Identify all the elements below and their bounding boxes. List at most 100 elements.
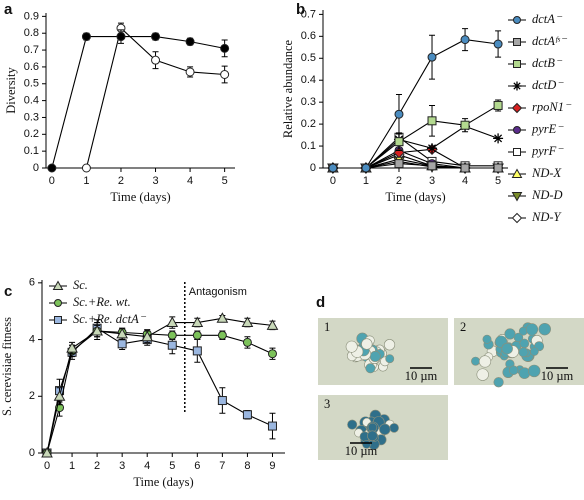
- series-line: [51, 36, 225, 169]
- x-tick-label: 5: [495, 175, 501, 187]
- marker: [460, 35, 470, 45]
- cell: [482, 334, 492, 344]
- marker: [493, 163, 503, 173]
- x-tick-label: 3: [429, 175, 435, 187]
- marker: [81, 163, 91, 173]
- cell: [478, 355, 492, 368]
- cell: [501, 342, 513, 355]
- legend-item: pyrE⁻: [508, 122, 564, 136]
- y-tick-label: 0: [310, 162, 316, 174]
- y-tick-label: 0.1: [301, 140, 316, 152]
- x-tick-label: 5: [169, 460, 175, 472]
- marker: [267, 421, 277, 431]
- y-tick-label: 6: [29, 277, 35, 289]
- cell: [527, 364, 541, 378]
- image-label: 3: [324, 397, 330, 411]
- cell: [367, 422, 378, 433]
- marker: [41, 446, 53, 458]
- legend-label: dctA⁻: [532, 12, 563, 26]
- marker: [216, 312, 229, 323]
- legend-marker: [512, 81, 522, 91]
- marker: [328, 163, 338, 173]
- marker: [242, 337, 252, 347]
- marker: [141, 330, 154, 342]
- x-tick-label: 1: [69, 460, 75, 472]
- x-tick-label: 0: [330, 175, 336, 187]
- y-tick-label: 0.7: [24, 44, 39, 56]
- marker: [185, 37, 195, 47]
- marker: [116, 32, 126, 42]
- marker: [394, 109, 404, 119]
- cell: [383, 339, 396, 351]
- marker: [241, 316, 254, 328]
- cell: [361, 338, 373, 350]
- cell: [525, 323, 539, 336]
- y-tick-label: 0: [33, 162, 39, 174]
- legend-marker: [52, 280, 64, 290]
- image-label: 2: [460, 320, 466, 334]
- legend-marker: [513, 60, 521, 68]
- marker: [493, 100, 503, 110]
- scale-label: 10 µm: [345, 444, 378, 458]
- legend-item: dctD⁻: [508, 78, 564, 92]
- micrograph: 1 10 µm: [318, 318, 448, 385]
- y-tick-label: 0.6: [301, 30, 316, 42]
- cell: [365, 363, 376, 374]
- cell: [476, 368, 489, 381]
- marker: [91, 325, 103, 336]
- legend-marker: [511, 102, 523, 114]
- legend-label: rpoN1⁻: [532, 100, 572, 114]
- image-label: 1: [324, 320, 330, 334]
- x-tick-label: 2: [396, 175, 402, 187]
- legend-label: ND-D: [531, 188, 563, 202]
- legend-marker: [513, 126, 521, 134]
- x-tick-label: 1: [83, 175, 89, 187]
- y-tick-label: 0.7: [301, 8, 316, 20]
- marker: [192, 346, 202, 356]
- marker: [217, 330, 227, 340]
- legend-label: dctAᶠˢ⁻: [532, 34, 568, 48]
- legend-item: Sc.+Re. wt.: [49, 295, 131, 309]
- y-axis-title: S. cerevisiae fitness: [0, 317, 14, 416]
- x-tick-label: 6: [194, 460, 200, 472]
- y-tick-label: 0.5: [301, 52, 316, 64]
- x-tick-label: 9: [269, 460, 275, 472]
- legend-label: dctB⁻: [532, 56, 563, 70]
- x-tick-label: 0: [44, 460, 50, 472]
- series: [328, 99, 503, 173]
- legend-item: dctAᶠˢ⁻: [508, 34, 568, 48]
- y-tick-label: 0.3: [301, 96, 316, 108]
- micrograph: 2 10 µm: [454, 318, 584, 388]
- x-tick-label: 5: [222, 175, 228, 187]
- marker: [427, 52, 437, 62]
- y-tick-label: 0.3: [24, 111, 39, 123]
- marker: [267, 349, 277, 359]
- marker: [266, 319, 279, 330]
- marker: [66, 342, 78, 353]
- series-line: [46, 327, 273, 454]
- x-tick-label: 7: [219, 460, 225, 472]
- y-axis-title: Diversity: [4, 66, 18, 113]
- x-tick-label: 4: [462, 175, 468, 187]
- legend-marker: [511, 212, 523, 224]
- x-tick-label: 0: [49, 175, 55, 187]
- marker: [361, 163, 371, 173]
- cell: [345, 340, 358, 353]
- marker: [493, 39, 503, 49]
- series-line: [46, 330, 273, 454]
- x-tick-label: 8: [244, 460, 250, 472]
- legend-marker: [54, 316, 62, 324]
- series-line: [46, 317, 273, 454]
- panel-label: d: [316, 294, 325, 311]
- legend-marker: [511, 168, 523, 178]
- cell: [518, 347, 529, 358]
- series: [328, 28, 503, 173]
- legend-item: pyrF⁻: [508, 144, 564, 158]
- x-tick-label: 3: [152, 175, 158, 187]
- legend-item: Sc.: [49, 278, 88, 292]
- series-line: [332, 136, 499, 169]
- legend-item: rpoN1⁻: [508, 100, 572, 114]
- marker: [81, 32, 91, 42]
- marker: [427, 143, 438, 154]
